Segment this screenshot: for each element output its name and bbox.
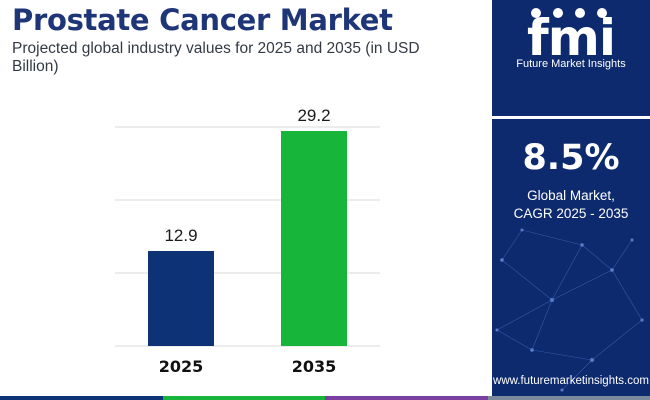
cagr-value: 8.5% xyxy=(522,138,620,178)
bar-value-label-2025: 12.9 xyxy=(164,226,197,245)
x-tick-label-2025: 2025 xyxy=(159,357,204,376)
panel-divider xyxy=(492,116,650,119)
chart-labels: 12.9 2025 29.2 2035 xyxy=(159,106,337,376)
page-title: Prostate Cancer Market xyxy=(12,3,393,37)
brand-logo: fmi xyxy=(527,9,616,67)
brand-side-panel: fmi Future Market Insights 8.5% Global M… xyxy=(492,0,650,400)
strip-segment-gray xyxy=(487,396,650,400)
cagr-label-line1: Global Market, xyxy=(527,188,615,203)
network-decoration-icon xyxy=(495,228,644,392)
strip-segment-blue xyxy=(0,396,163,400)
cagr-label-line2: CAGR 2025 - 2035 xyxy=(513,206,629,221)
bar-2025 xyxy=(148,251,214,346)
cagr-label: Global Market, CAGR 2025 - 2035 xyxy=(492,187,650,223)
bar-2035 xyxy=(281,131,347,346)
chart-bars xyxy=(148,131,347,346)
strip-segment-green xyxy=(162,396,325,400)
bar-chart: 12.9 2025 29.2 2035 xyxy=(115,106,380,376)
strip-segment-purple xyxy=(325,396,488,400)
bottom-color-strip xyxy=(0,396,650,400)
x-tick-label-2035: 2035 xyxy=(292,357,337,376)
website-link[interactable]: www.futuremarketinsights.com xyxy=(493,375,649,387)
brand-name: Future Market Insights xyxy=(516,58,626,70)
bar-value-label-2035: 29.2 xyxy=(297,106,330,125)
page-subtitle: Projected global industry values for 202… xyxy=(12,40,420,75)
industry-icons xyxy=(531,8,607,18)
